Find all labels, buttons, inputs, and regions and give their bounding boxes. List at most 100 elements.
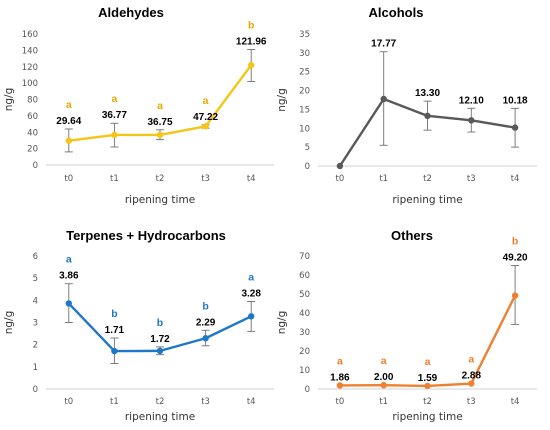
significance-letter: b bbox=[111, 308, 117, 320]
data-label: 2.00 bbox=[374, 372, 394, 383]
y-tick-label: 0 bbox=[33, 161, 38, 171]
y-tick-label: 10 bbox=[299, 124, 310, 134]
data-point bbox=[511, 124, 519, 131]
significance-letter: a bbox=[66, 254, 72, 266]
y-tick-label: 30 bbox=[299, 328, 310, 338]
data-label: 13.30 bbox=[415, 88, 440, 99]
x-tick-label: t0 bbox=[336, 397, 345, 407]
data-label: 2.29 bbox=[196, 317, 216, 328]
significance-letter: b bbox=[512, 236, 518, 248]
x-axis-label: ripening time bbox=[125, 194, 195, 206]
significance-letter: a bbox=[468, 354, 474, 366]
significance-letter: a bbox=[425, 356, 431, 368]
chart-panel-others: Others 0 10 20 30 40 50 60 70 t0 t1 t2 t3 t4 ng/g ripen… bbox=[276, 228, 537, 423]
data-label: 36.75 bbox=[147, 117, 172, 128]
data-point bbox=[111, 131, 118, 139]
x-tick-label: t3 bbox=[467, 397, 476, 407]
data-label: 29.64 bbox=[56, 116, 81, 127]
x-tick-label: t0 bbox=[64, 397, 73, 407]
y-tick-label: 80 bbox=[27, 96, 38, 106]
data-point bbox=[65, 300, 73, 307]
y-tick-label: 5 bbox=[305, 143, 310, 153]
x-tick-label: t4 bbox=[511, 174, 520, 184]
data-point bbox=[424, 382, 431, 390]
y-tick-label: 25 bbox=[299, 68, 310, 78]
y-tick-label: 10 bbox=[299, 366, 310, 376]
data-point bbox=[336, 162, 344, 170]
x-tick-label: t4 bbox=[247, 397, 256, 407]
data-point bbox=[156, 131, 164, 139]
data-point bbox=[336, 382, 344, 389]
chart-title: Aldehydes bbox=[98, 5, 164, 20]
y-tick-label: 35 bbox=[299, 30, 310, 40]
data-point bbox=[380, 95, 387, 103]
y-tick-label: 0 bbox=[33, 385, 38, 395]
y-tick-label: 70 bbox=[299, 252, 310, 262]
x-axis-label: ripening time bbox=[392, 194, 462, 206]
x-tick-label: t4 bbox=[511, 397, 520, 407]
significance-letter: a bbox=[66, 99, 72, 111]
x-tick-label: t2 bbox=[423, 397, 432, 407]
x-tick-label: t4 bbox=[247, 174, 256, 184]
x-tick-label: t2 bbox=[423, 174, 432, 184]
y-tick-label: 160 bbox=[22, 30, 38, 40]
x-tick-label: t3 bbox=[467, 174, 476, 184]
data-label: 121.96 bbox=[236, 37, 267, 48]
data-label: 1.71 bbox=[105, 325, 125, 336]
chart-title: Alcohols bbox=[369, 5, 424, 20]
x-tick-label: t3 bbox=[201, 397, 210, 407]
significance-letter: a bbox=[337, 355, 343, 367]
y-tick-label: 0 bbox=[305, 385, 310, 395]
y-axis-label: ng/g bbox=[3, 88, 15, 112]
chart-panel-aldehydes: Aldehydes 0 20 40 60 80 100 120 140 160 t0 t1 t2 t3 t4… bbox=[3, 5, 274, 206]
x-axis-label: ripening time bbox=[125, 411, 195, 423]
x-axis-label: ripening time bbox=[392, 411, 462, 423]
data-label: 1.59 bbox=[418, 373, 438, 384]
significance-letter: a bbox=[203, 95, 209, 107]
data-point bbox=[248, 61, 255, 69]
y-axis-label: ng/g bbox=[3, 311, 15, 335]
data-label: 36.77 bbox=[102, 110, 127, 121]
y-tick-label: 30 bbox=[299, 49, 310, 59]
data-point bbox=[380, 382, 387, 389]
chart-panel-terpenes-hydrocarbons: Terpenes + Hydrocarbons 0 1 2 3 4 5 6 t0 t1 t2 t3 t4… bbox=[3, 228, 274, 423]
data-point bbox=[468, 380, 475, 387]
data-label: 2.88 bbox=[462, 371, 482, 382]
data-point bbox=[468, 117, 475, 124]
y-tick-label: 0 bbox=[305, 162, 310, 172]
y-tick-label: 3 bbox=[33, 319, 38, 329]
x-tick-label: t1 bbox=[379, 174, 388, 184]
y-tick-label: 60 bbox=[299, 271, 310, 281]
data-label: 12.10 bbox=[459, 95, 484, 106]
y-tick-label: 20 bbox=[299, 347, 310, 357]
data-label: 1.72 bbox=[150, 334, 170, 345]
data-label: 47.22 bbox=[193, 112, 218, 123]
x-tick-label: t0 bbox=[336, 174, 345, 184]
chart-panel-alcohols: Alcohols 0 5 10 15 20 25 30 35 t0 t1 t2 t3 t4 ng/g ripe… bbox=[276, 5, 537, 206]
y-axis-label: ng/g bbox=[276, 311, 288, 335]
y-tick-label: 2 bbox=[33, 341, 38, 351]
y-tick-label: 1 bbox=[33, 363, 38, 373]
data-label: 1.86 bbox=[330, 372, 350, 383]
x-tick-label: t2 bbox=[156, 174, 165, 184]
y-tick-label: 20 bbox=[27, 145, 38, 155]
y-tick-label: 40 bbox=[27, 128, 38, 138]
data-label: 17.77 bbox=[371, 39, 396, 50]
significance-letter: a bbox=[381, 355, 387, 367]
x-tick-label: t3 bbox=[201, 174, 210, 184]
data-point bbox=[248, 313, 255, 320]
significance-letter: a bbox=[157, 100, 163, 112]
y-axis-label: ng/g bbox=[276, 88, 288, 112]
y-tick-label: 6 bbox=[33, 252, 38, 262]
significance-letter: b bbox=[157, 317, 163, 329]
data-point bbox=[424, 112, 431, 120]
x-tick-label: t1 bbox=[110, 174, 119, 184]
data-point bbox=[511, 292, 519, 299]
x-tick-label: t1 bbox=[110, 397, 119, 407]
data-point bbox=[111, 347, 118, 355]
chart-title: Others bbox=[391, 228, 433, 243]
data-label: 10.18 bbox=[503, 95, 528, 106]
y-tick-label: 40 bbox=[299, 309, 310, 319]
x-tick-label: t2 bbox=[156, 397, 165, 407]
